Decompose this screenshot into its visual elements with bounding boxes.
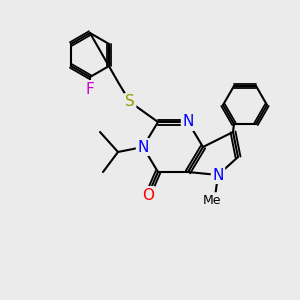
Text: S: S xyxy=(125,94,135,110)
Text: Me: Me xyxy=(203,194,221,206)
Text: N: N xyxy=(182,115,194,130)
Text: N: N xyxy=(212,167,224,182)
Text: N: N xyxy=(137,140,149,154)
Text: O: O xyxy=(142,188,154,202)
Text: F: F xyxy=(85,82,94,97)
